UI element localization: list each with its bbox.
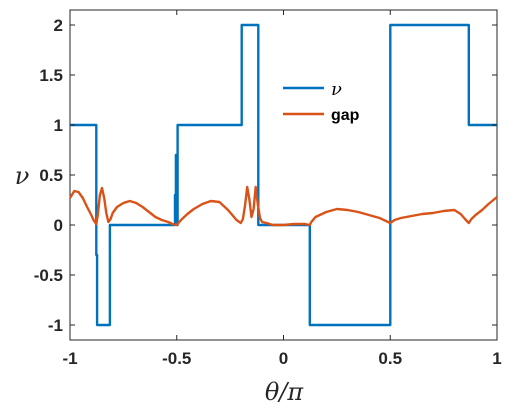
legend-label-nu: ν bbox=[331, 79, 342, 100]
y-tick-label-2: 0 bbox=[54, 216, 63, 235]
y-axis-label: ν bbox=[15, 162, 30, 190]
y-tick-label-5: 1.5 bbox=[39, 66, 63, 85]
x-axis-label: θ/π bbox=[265, 378, 305, 406]
ticks: -1 -0.5 0 0.5 1 -1 -0.5 0 0.5 1 1.5 2 bbox=[34, 10, 502, 368]
plot-area bbox=[69, 9, 498, 341]
x-tick-label-3: 0.5 bbox=[378, 349, 402, 368]
series-line-1 bbox=[68, 185, 498, 227]
x-tick-label-4: 1 bbox=[492, 349, 501, 368]
legend: ν gap bbox=[283, 79, 360, 124]
legend-label-gap: gap bbox=[331, 107, 360, 124]
x-tick-label-1: -0.5 bbox=[162, 349, 191, 368]
y-tick-label-1: -0.5 bbox=[34, 266, 63, 285]
plot-lines bbox=[68, 23, 498, 327]
x-tick-label-0: -1 bbox=[62, 349, 77, 368]
y-tick-label-6: 2 bbox=[54, 16, 63, 35]
y-tick-label-4: 1 bbox=[54, 116, 63, 135]
y-tick-label-0: -1 bbox=[48, 316, 63, 335]
y-tick-label-3: 0.5 bbox=[39, 166, 63, 185]
x-tick-label-2: 0 bbox=[279, 349, 288, 368]
